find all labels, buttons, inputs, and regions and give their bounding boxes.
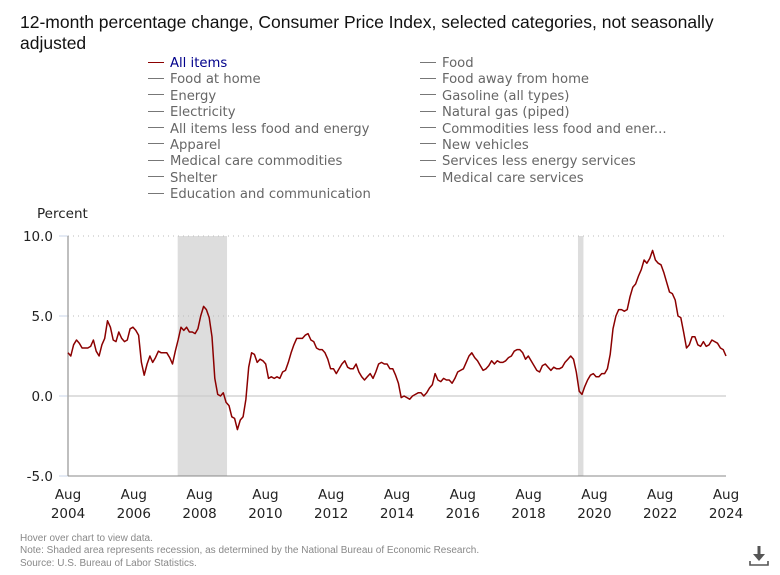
legend-label: All items less food and energy (170, 121, 370, 137)
legend-item[interactable]: Apparel (148, 138, 371, 154)
x-tick-month: Aug (186, 487, 212, 503)
y-tick-label: 0.0 (32, 389, 53, 405)
legend-label: New vehicles (442, 137, 529, 153)
source-note: Source: U.S. Bureau of Labor Statistics. (20, 557, 197, 569)
legend-label: Shelter (170, 170, 218, 186)
legend-item[interactable]: All items less food and energy (148, 122, 371, 138)
legend-swatch-icon (148, 176, 164, 178)
hover-hint: Hover over chart to view data. (20, 533, 153, 544)
x-tick-year: 2014 (380, 506, 414, 522)
legend-item[interactable]: Food away from home (420, 72, 667, 88)
legend-label: Food away from home (442, 72, 590, 88)
legend-swatch-icon (148, 94, 164, 96)
x-tick-month: Aug (55, 487, 81, 503)
legend-label: Gasoline (all types) (442, 88, 570, 104)
legend-swatch-icon (148, 61, 164, 63)
legend-item[interactable]: Education and communication (148, 187, 371, 203)
y-axis-label: Percent (37, 206, 88, 222)
x-tick-year: 2022 (643, 506, 677, 522)
legend-swatch-icon (420, 127, 436, 129)
x-tick-month: Aug (318, 487, 344, 503)
legend-right-column: Food Food away from home Gasoline (all typ… (420, 56, 667, 187)
legend-swatch-icon (148, 127, 164, 129)
x-tick-year: 2020 (577, 506, 611, 522)
x-tick-year: 2008 (182, 506, 216, 522)
x-tick-year: 2024 (709, 506, 743, 522)
x-tick-month: Aug (450, 487, 476, 503)
legend-label: Commodities less food and ener... (442, 121, 667, 137)
gridlines (59, 235, 726, 477)
x-tick-year: 2010 (248, 506, 282, 522)
legend-label: Education and communication (170, 187, 371, 203)
x-tick-month: Aug (713, 487, 739, 503)
tick-labels: 10.05.00.0-5.0Aug2004Aug2006Aug2008Aug20… (23, 229, 743, 522)
legend-label: Natural gas (piped) (442, 105, 570, 121)
legend-swatch-icon (148, 159, 164, 161)
axes (67, 236, 726, 477)
legend-label: Services less energy services (442, 154, 636, 170)
legend-label: Food at home (170, 72, 261, 88)
legend-item[interactable]: Electricity (148, 105, 371, 121)
x-tick-month: Aug (581, 487, 607, 503)
x-tick-year: 2006 (117, 506, 151, 522)
x-tick-year: 2012 (314, 506, 348, 522)
series-layer (67, 249, 727, 431)
legend-swatch-icon (420, 176, 436, 178)
y-tick-label: 5.0 (32, 309, 53, 325)
chart-notes: Hover over chart to view data. Note: Sha… (20, 533, 479, 570)
legend-swatch-icon (420, 143, 436, 145)
download-icon (749, 546, 769, 566)
legend-label: Medical care services (442, 170, 584, 186)
legend-left-column: All items Food at home Energy Electricity Al… (148, 56, 371, 204)
legend-swatch-icon (148, 77, 164, 79)
series-line-all-items (67, 249, 727, 431)
legend-item[interactable]: New vehicles (420, 138, 667, 154)
legend-item[interactable]: Medical care services (420, 171, 667, 187)
legend-item[interactable]: Services less energy services (420, 154, 667, 170)
legend-swatch-icon (420, 77, 436, 79)
x-tick-month: Aug (384, 487, 410, 503)
legend-label: Food (442, 56, 474, 71)
legend-item[interactable]: Food at home (148, 72, 371, 88)
recession-shading (177, 236, 228, 476)
legend-item[interactable]: Energy (148, 89, 371, 105)
legend-item[interactable]: Natural gas (piped) (420, 105, 667, 121)
recession-shading-layer (177, 236, 584, 476)
x-tick-month: Aug (647, 487, 673, 503)
legend-label: All items (170, 56, 228, 71)
legend-label: Electricity (170, 105, 236, 121)
x-tick-year: 2018 (511, 506, 545, 522)
recession-note: Note: Shaded area represents recession, … (20, 545, 480, 557)
legend-item[interactable]: Gasoline (all types) (420, 89, 667, 105)
chart-plot[interactable]: 10.05.00.0-5.0Aug2004Aug2006Aug2008Aug20… (0, 0, 780, 530)
legend-label: Energy (170, 88, 217, 104)
legend-item[interactable]: Medical care commodities (148, 154, 371, 170)
legend-item[interactable]: Shelter (148, 171, 371, 187)
recession-shading (577, 236, 584, 476)
legend-swatch-icon (148, 192, 164, 194)
download-button[interactable] (748, 545, 770, 567)
legend-item[interactable]: All items (148, 56, 371, 72)
legend-item[interactable]: Food (420, 56, 667, 72)
y-tick-label: 10.0 (23, 229, 53, 245)
legend-swatch-icon (420, 159, 436, 161)
legend-label: Medical care commodities (170, 154, 343, 170)
legend-item[interactable]: Commodities less food and ener... (420, 122, 667, 138)
x-tick-year: 2004 (51, 506, 85, 522)
legend-swatch-icon (148, 110, 164, 112)
legend-label: Apparel (170, 137, 221, 153)
legend-swatch-icon (148, 143, 164, 145)
x-tick-month: Aug (121, 487, 147, 503)
x-tick-year: 2016 (446, 506, 480, 522)
y-tick-label: -5.0 (27, 469, 53, 485)
legend-swatch-icon (420, 94, 436, 96)
x-tick-month: Aug (515, 487, 541, 503)
chart-title: 12-month percentage change, Consumer Pri… (20, 12, 714, 53)
x-tick-month: Aug (252, 487, 278, 503)
legend-swatch-icon (420, 110, 436, 112)
legend-swatch-icon (420, 61, 436, 63)
